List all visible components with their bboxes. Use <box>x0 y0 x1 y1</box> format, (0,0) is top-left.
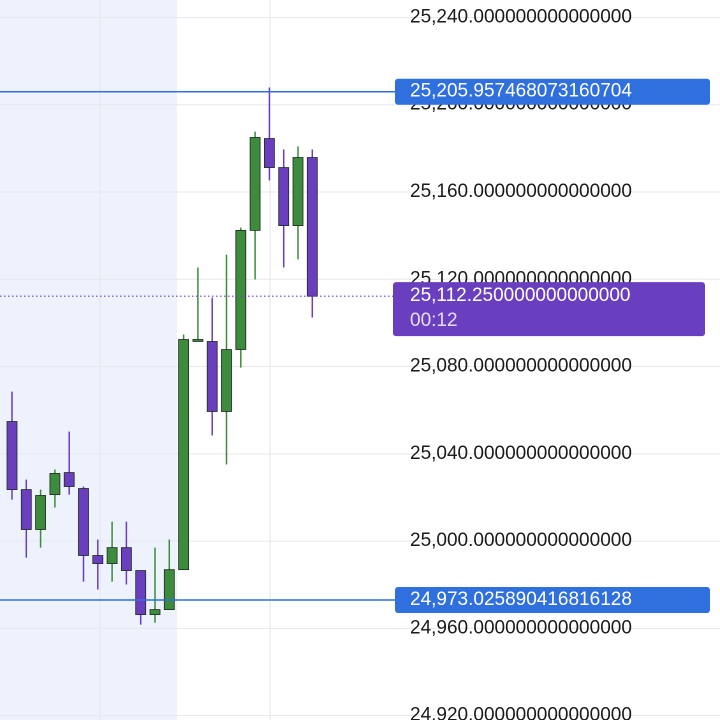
candle-body <box>20 489 32 530</box>
price-label: 25,205.957468073160704 <box>410 81 632 102</box>
candle-body <box>192 339 204 342</box>
candle-body <box>92 555 104 564</box>
candle-body <box>206 341 218 412</box>
y-axis: 25,240.00000000000000025,200.00000000000… <box>410 6 632 720</box>
price-label-box <box>395 78 710 105</box>
candle-body <box>78 488 89 556</box>
candle-body <box>306 157 318 297</box>
candle-body <box>278 167 290 226</box>
candle-body <box>106 547 118 564</box>
candle-body <box>178 339 190 571</box>
y-tick-label: 25,000.000000000000000 <box>410 530 632 551</box>
countdown-label: 00:12 <box>410 310 458 331</box>
price-markers: 25,205.957468073160704 24,973.02589041681… <box>0 78 710 613</box>
y-tick-label: 25,040.000000000000000 <box>410 443 632 464</box>
candle-body <box>121 547 132 571</box>
y-tick-label: 24,920.000000000000000 <box>410 705 632 720</box>
candle-body <box>292 157 304 226</box>
candle-body <box>49 473 61 496</box>
candle-body <box>249 137 261 231</box>
candle-body <box>221 349 232 412</box>
current-price-label: 25,112.250000000000000 <box>410 285 631 306</box>
current-price-box <box>393 282 705 337</box>
candle-body <box>263 138 275 168</box>
grid <box>0 16 720 717</box>
price-label-box <box>395 586 710 613</box>
candle-body <box>135 570 147 616</box>
candle-body <box>63 472 75 487</box>
candle-body <box>163 569 175 611</box>
candle-body <box>149 609 161 616</box>
price-label: 24,973.025890416816128 <box>410 589 632 610</box>
y-tick-label: 24,960.000000000000000 <box>410 617 632 638</box>
y-tick-label: 25,240.000000000000000 <box>410 6 632 27</box>
candle-body <box>6 421 18 491</box>
y-tick-label: 25,080.000000000000000 <box>410 356 632 377</box>
candles <box>6 87 318 625</box>
y-tick-label: 25,160.000000000000000 <box>410 181 632 202</box>
candle-body <box>235 229 247 350</box>
candle-body <box>35 495 46 530</box>
